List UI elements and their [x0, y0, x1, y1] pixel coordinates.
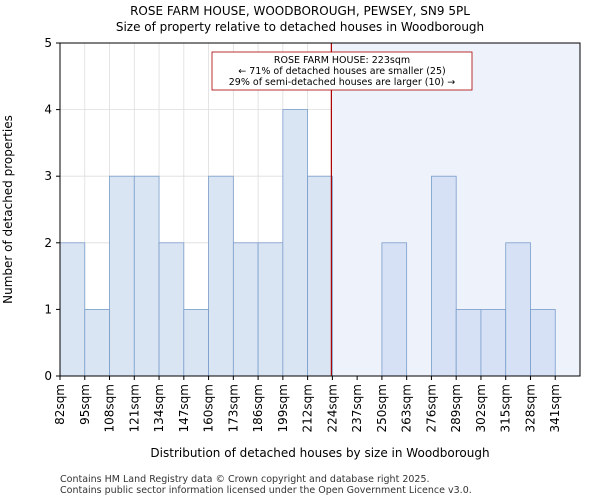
- annotation-line-3: 29% of semi-detached houses are larger (…: [229, 77, 456, 88]
- y-tick-label: 5: [44, 36, 52, 50]
- chart-title: ROSE FARM HOUSE, WOODBOROUGH, PEWSEY, SN…: [130, 4, 470, 18]
- y-axis-label: Number of detached properties: [1, 115, 15, 304]
- bar-315sqm: [505, 242, 531, 377]
- bar-95sqm: [84, 308, 110, 377]
- x-axis-label: Distribution of detached houses by size …: [150, 446, 489, 460]
- x-tick-label: 95sqm: [78, 384, 92, 425]
- bar-layer: [59, 109, 556, 377]
- y-tick-label: 2: [44, 236, 52, 250]
- annotation-frame: [211, 51, 473, 91]
- bar-199sqm: [282, 109, 309, 377]
- footer-licence: Contains public sector information licen…: [60, 485, 472, 496]
- bar-160sqm: [208, 175, 234, 377]
- bar-250sqm: [381, 242, 408, 377]
- x-tick-label: 289sqm: [449, 384, 463, 432]
- x-tick-label: 224sqm: [325, 384, 339, 432]
- x-tick-label: 173sqm: [226, 384, 240, 432]
- annotation-box: ROSE FARM HOUSE: 223sqm ← 71% of detache…: [211, 51, 473, 91]
- y-tick-label: 4: [44, 103, 52, 117]
- plot-frame: [59, 42, 581, 377]
- bar-289sqm: [455, 308, 482, 377]
- bar-82sqm: [59, 242, 86, 377]
- x-tick-label: 250sqm: [375, 384, 389, 432]
- x-tick-label: 276sqm: [424, 384, 438, 432]
- x-tick-labels: 82sqm 95sqm 108sqm 121sqm 134sqm 147sqm 160sqm…: [53, 376, 562, 432]
- annotation-line-1: ROSE FARM HOUSE: 223sqm: [274, 55, 410, 66]
- bar-121sqm: [133, 175, 160, 377]
- bar-212sqm: [307, 175, 333, 377]
- x-tick-label: 199sqm: [276, 384, 290, 432]
- y-tick-label: 3: [44, 169, 52, 183]
- x-tick-label: 160sqm: [202, 384, 216, 432]
- bar-302sqm: [480, 308, 507, 377]
- x-tick-label: 237sqm: [350, 384, 364, 432]
- x-tick-label: 108sqm: [103, 384, 117, 432]
- x-tick-label: 315sqm: [499, 384, 513, 432]
- x-tick-label: 341sqm: [548, 384, 562, 432]
- x-tick-label: 328sqm: [523, 384, 537, 432]
- x-tick-label: 263sqm: [400, 384, 414, 432]
- annotation-line-2: ← 71% of detached houses are smaller (25…: [238, 66, 445, 77]
- x-tick-label: 186sqm: [251, 384, 265, 432]
- bar-134sqm: [158, 242, 185, 377]
- y-tick-label: 1: [44, 302, 52, 316]
- x-tick-label: 121sqm: [127, 384, 141, 432]
- chart-subtitle: Size of property relative to detached ho…: [115, 20, 485, 34]
- x-tick-label: 147sqm: [177, 384, 191, 432]
- x-tick-label: 212sqm: [301, 384, 315, 432]
- y-tick-labels: 0 1 2 3 4 5: [44, 36, 60, 383]
- x-tick-label: 134sqm: [152, 384, 166, 432]
- bar-147sqm: [183, 308, 209, 377]
- x-tick-label: 302sqm: [474, 384, 488, 432]
- footer-copyright: Contains HM Land Registry data © Crown c…: [60, 474, 430, 485]
- bar-276sqm: [431, 175, 457, 377]
- x-tick-label: 82sqm: [53, 384, 67, 425]
- bar-186sqm: [257, 242, 284, 377]
- bar-173sqm: [232, 242, 259, 377]
- bar-328sqm: [530, 308, 556, 377]
- y-tick-label: 0: [44, 369, 52, 383]
- bar-108sqm: [109, 175, 135, 377]
